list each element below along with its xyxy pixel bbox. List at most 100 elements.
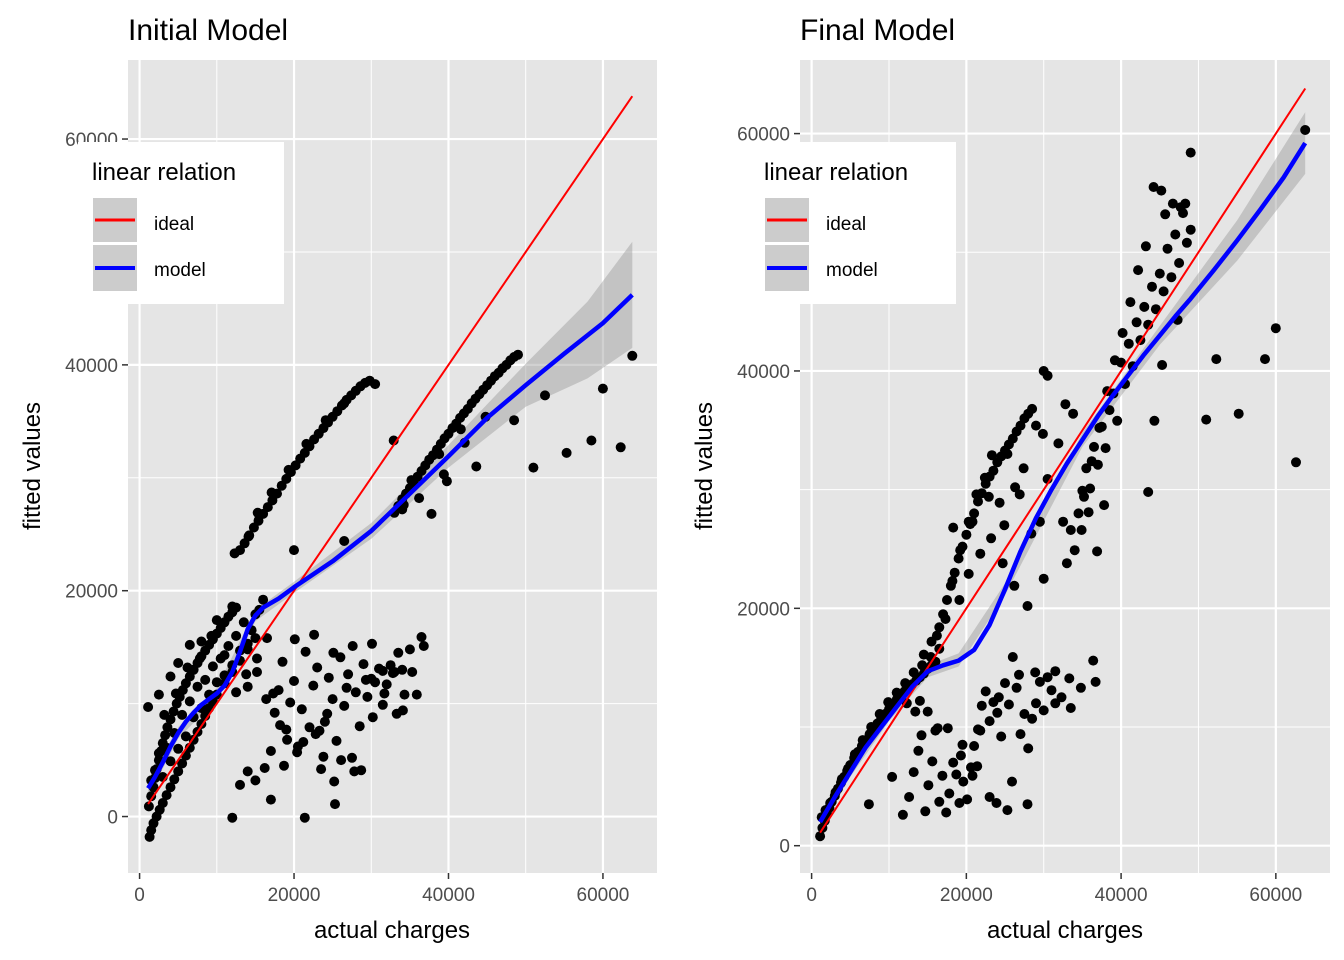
data-point	[289, 634, 300, 645]
data-point	[1149, 415, 1160, 426]
data-point	[1260, 354, 1270, 365]
data-point	[993, 692, 1004, 703]
data-point	[897, 809, 908, 820]
data-point	[1081, 463, 1092, 474]
data-point	[223, 641, 234, 651]
data-point	[540, 390, 550, 401]
data-point	[377, 699, 388, 710]
legend-label-ideal: ideal	[826, 214, 866, 235]
data-point	[1089, 441, 1099, 452]
data-point	[986, 450, 997, 461]
data-point	[1104, 405, 1115, 416]
y-axis-ticks: 0 20000 40000 60000	[737, 125, 800, 858]
data-point	[949, 567, 960, 578]
data-point	[1031, 420, 1041, 431]
data-point	[231, 687, 242, 698]
data-point	[243, 531, 254, 542]
data-point	[975, 725, 986, 736]
data-point	[252, 653, 262, 664]
x-axis-title: actual charges	[314, 917, 470, 944]
data-point	[1148, 182, 1159, 192]
data-point	[1162, 243, 1173, 254]
data-point	[948, 522, 959, 533]
data-point	[309, 629, 320, 640]
data-point	[1076, 525, 1087, 535]
data-point	[259, 763, 270, 773]
x-axis-title: actual charges	[987, 917, 1143, 944]
data-point	[942, 723, 953, 734]
legend-label-model: model	[154, 260, 206, 281]
data-point	[252, 667, 262, 677]
data-point	[1147, 281, 1157, 292]
data-point	[1181, 237, 1192, 248]
model-line	[146, 293, 634, 790]
data-point	[416, 632, 427, 642]
data-point	[957, 739, 968, 750]
data-point	[934, 622, 945, 633]
data-point	[275, 720, 286, 731]
data-point	[901, 698, 912, 709]
y-axis-title: fitted values	[19, 402, 46, 530]
data-point	[1019, 709, 1030, 719]
data-point	[908, 667, 919, 678]
data-point	[320, 415, 331, 426]
data-point	[279, 760, 289, 771]
data-point	[184, 639, 195, 650]
data-point	[283, 464, 294, 475]
data-point	[920, 806, 931, 817]
data-point	[887, 771, 898, 782]
data-point	[318, 751, 329, 762]
data-point	[157, 798, 168, 808]
data-point	[1038, 705, 1049, 716]
model-line	[818, 141, 1308, 824]
data-point	[300, 646, 311, 657]
data-point	[1143, 487, 1154, 497]
data-point	[904, 792, 915, 802]
data-point	[299, 812, 310, 823]
data-point	[252, 507, 263, 518]
data-point	[984, 716, 995, 727]
data-point	[1011, 682, 1022, 693]
data-point	[1157, 360, 1168, 370]
data-point	[908, 767, 919, 778]
data-point	[528, 462, 539, 473]
data-point	[194, 653, 205, 664]
data-point	[370, 379, 381, 390]
data-point	[339, 700, 350, 711]
data-point	[160, 730, 171, 741]
data-point	[922, 706, 933, 717]
data-point	[1014, 669, 1024, 680]
data-point	[1092, 546, 1103, 557]
data-point	[1201, 414, 1212, 425]
data-point	[955, 750, 966, 761]
data-point	[932, 723, 943, 734]
initial-model-panel: Initial Model 0 20000 40000 60000 0 20000 400…	[19, 14, 657, 944]
data-point	[1086, 456, 1097, 467]
data-point	[944, 788, 955, 799]
data-point	[955, 545, 966, 556]
data-point	[972, 761, 983, 772]
data-point	[561, 447, 572, 458]
data-point	[173, 658, 184, 668]
data-point	[1031, 698, 1041, 709]
data-point	[182, 662, 193, 673]
data-point	[331, 735, 342, 746]
x-tick-label: 0	[806, 885, 817, 906]
y-tick-label: 20000	[65, 582, 118, 603]
data-point	[319, 716, 330, 727]
data-point	[979, 472, 990, 483]
data-point	[961, 529, 972, 540]
data-point	[971, 489, 982, 500]
data-point	[1050, 698, 1061, 709]
data-point	[513, 349, 523, 360]
data-points	[143, 349, 638, 842]
data-point	[250, 633, 261, 644]
data-point	[354, 721, 365, 732]
data-point	[1068, 408, 1079, 419]
data-point	[967, 516, 978, 527]
data-point	[1002, 805, 1013, 816]
data-point	[1061, 558, 1072, 569]
data-point	[358, 659, 369, 670]
y-axis-title: fitted values	[691, 402, 718, 530]
